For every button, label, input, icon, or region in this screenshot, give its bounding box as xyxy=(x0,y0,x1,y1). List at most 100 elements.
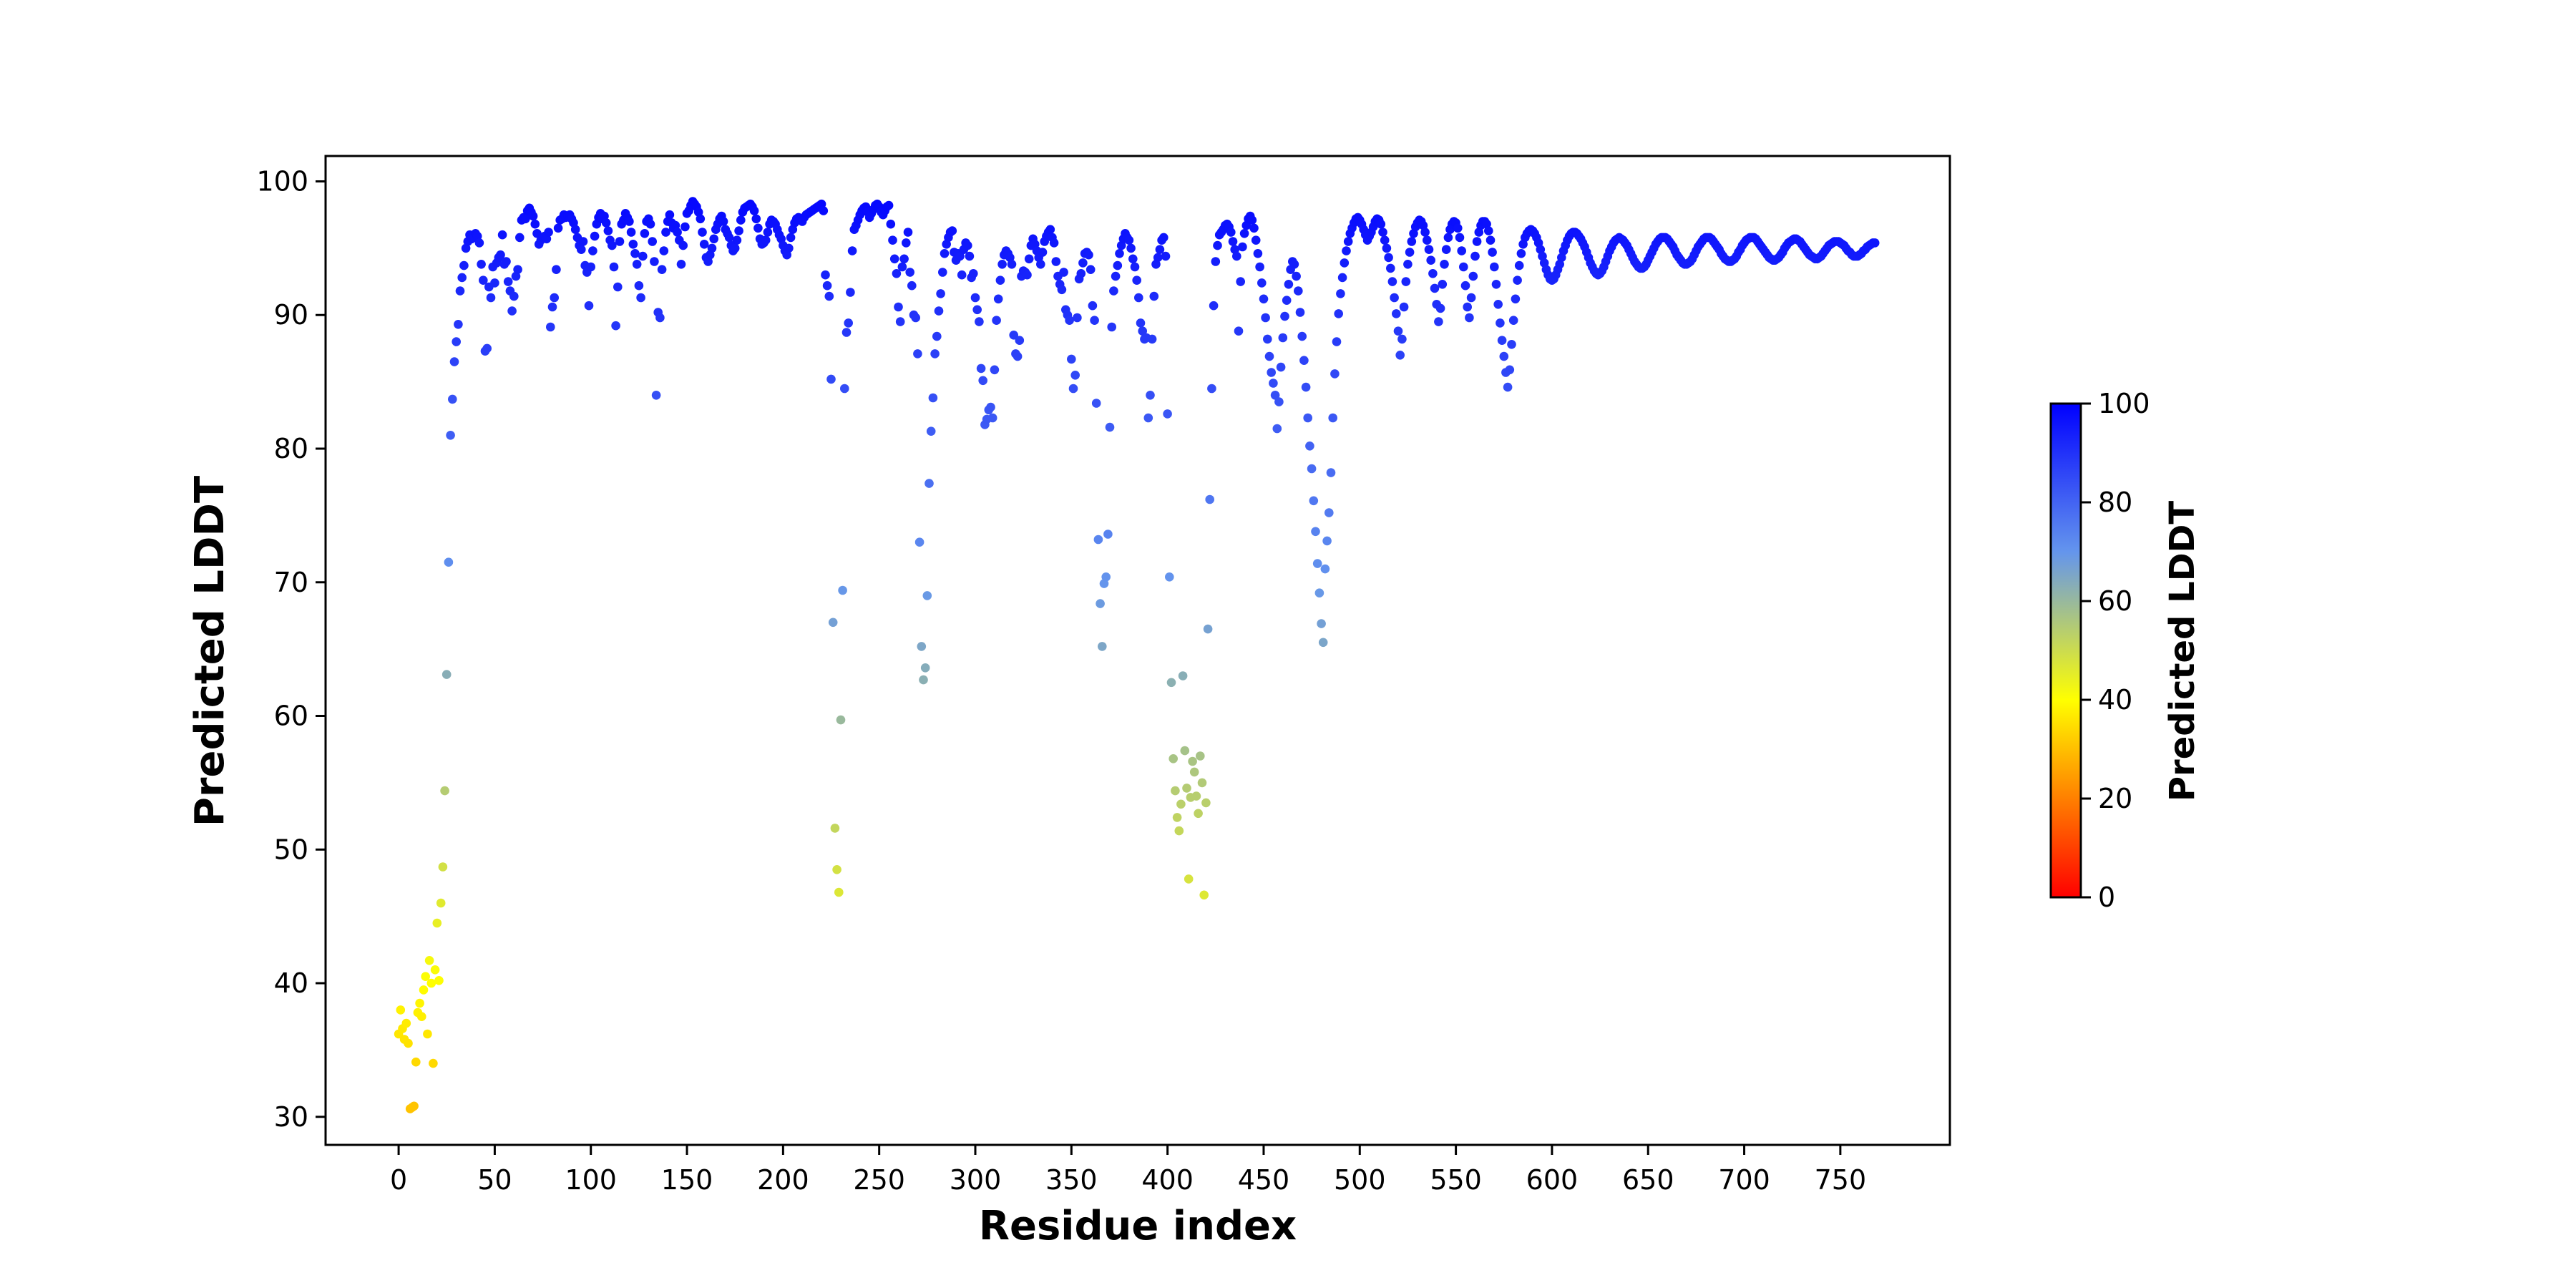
data-point xyxy=(441,670,452,679)
data-point xyxy=(1009,331,1018,340)
data-point xyxy=(1115,249,1124,258)
data-point xyxy=(611,321,620,331)
data-point xyxy=(892,269,902,278)
data-point xyxy=(1226,228,1236,237)
data-point xyxy=(1430,283,1440,293)
data-point xyxy=(1488,248,1497,257)
data-point xyxy=(1234,326,1244,336)
data-point xyxy=(1091,399,1101,408)
data-point xyxy=(1303,413,1312,423)
data-point xyxy=(1320,564,1330,574)
data-point xyxy=(486,293,496,303)
colorbar-ticks: 0 20 40 60 80 100 xyxy=(2081,388,2150,913)
data-point xyxy=(1426,255,1435,265)
colorbar-tick-label: 60 xyxy=(2098,585,2132,617)
x-tick-label: 300 xyxy=(950,1164,1002,1196)
data-point xyxy=(1401,277,1411,286)
data-point xyxy=(824,291,834,301)
data-point xyxy=(821,270,830,280)
data-point xyxy=(552,265,561,275)
data-point xyxy=(832,865,841,874)
data-point xyxy=(550,293,559,303)
data-point xyxy=(993,294,1003,304)
data-point xyxy=(1036,260,1045,269)
data-point xyxy=(1309,496,1319,506)
data-point xyxy=(1065,316,1074,326)
data-point xyxy=(1107,322,1116,332)
data-point xyxy=(1155,245,1165,255)
data-point xyxy=(1249,223,1259,233)
data-point xyxy=(936,289,945,298)
data-point xyxy=(1387,277,1397,286)
data-point xyxy=(1453,223,1463,233)
data-point xyxy=(1085,265,1096,275)
data-point xyxy=(1146,391,1155,400)
data-point xyxy=(932,331,942,341)
data-point xyxy=(763,228,773,237)
y-axis-ticks: 30 40 50 60 70 80 90 100 xyxy=(256,165,326,1133)
data-point xyxy=(1174,826,1184,836)
data-point xyxy=(601,218,611,228)
data-point xyxy=(786,233,796,243)
data-point xyxy=(1015,336,1025,346)
data-point xyxy=(1282,296,1292,306)
data-point xyxy=(1236,277,1245,286)
data-point xyxy=(613,282,623,292)
data-point xyxy=(1514,260,1524,270)
data-point xyxy=(1423,235,1432,245)
data-point xyxy=(1505,365,1515,375)
data-point xyxy=(709,234,718,244)
x-tick-label: 100 xyxy=(565,1164,617,1196)
data-point xyxy=(426,978,436,988)
data-point xyxy=(615,237,625,246)
data-point xyxy=(590,231,600,241)
data-point xyxy=(1326,468,1336,477)
data-point xyxy=(1334,309,1343,318)
data-point xyxy=(1393,326,1403,336)
data-point xyxy=(1403,260,1413,269)
data-point xyxy=(1284,280,1294,289)
data-point xyxy=(432,918,442,928)
data-point xyxy=(449,357,459,366)
data-point xyxy=(976,364,986,374)
data-point xyxy=(544,228,553,237)
data-point xyxy=(1103,530,1113,539)
data-point xyxy=(1130,262,1140,272)
data-point xyxy=(1201,798,1211,808)
data-point xyxy=(1149,291,1159,301)
data-point xyxy=(924,479,934,488)
data-point xyxy=(1443,233,1453,243)
data-point xyxy=(1084,250,1093,260)
data-point xyxy=(659,246,669,255)
data-point xyxy=(1191,791,1201,801)
data-point xyxy=(828,618,838,628)
data-point xyxy=(1380,235,1390,245)
data-point xyxy=(698,228,707,237)
data-point xyxy=(444,557,454,567)
data-point xyxy=(1278,333,1288,343)
colorbar xyxy=(2049,402,2082,899)
x-tick-label: 400 xyxy=(1141,1164,1194,1196)
data-point xyxy=(1143,413,1153,423)
data-point xyxy=(1267,368,1276,377)
data-point xyxy=(919,675,928,685)
data-point xyxy=(1176,799,1186,809)
data-point xyxy=(678,240,688,250)
x-tick-label: 750 xyxy=(1815,1164,1867,1196)
data-point xyxy=(577,245,586,255)
data-point xyxy=(1057,285,1067,295)
data-point xyxy=(628,240,638,249)
data-point xyxy=(1332,337,1342,346)
data-point xyxy=(528,211,538,221)
y-tick-label: 30 xyxy=(274,1101,308,1133)
data-point xyxy=(1076,269,1086,278)
data-point xyxy=(578,237,588,246)
y-tick-label: 100 xyxy=(256,165,308,197)
data-point xyxy=(570,225,580,235)
data-point xyxy=(497,230,507,240)
data-point xyxy=(1264,351,1274,361)
data-point xyxy=(1301,382,1311,392)
data-point xyxy=(920,663,930,673)
data-point xyxy=(1441,245,1451,255)
data-point xyxy=(1305,441,1314,451)
